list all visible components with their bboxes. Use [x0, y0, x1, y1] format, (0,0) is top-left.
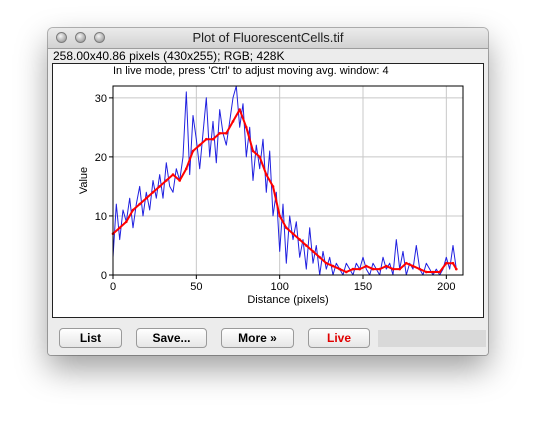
plot-ticks: 0 50 100 150 200 0 10 20 30 [95, 93, 456, 293]
list-button[interactable]: List [59, 328, 122, 348]
avg-series-point [198, 143, 201, 147]
avg-series-point [405, 261, 408, 265]
plot-frame [112, 85, 464, 276]
avg-series-point [285, 226, 288, 230]
avg-series-point [225, 132, 228, 135]
avg-series-point [345, 270, 348, 274]
avg-series-point [125, 220, 128, 224]
avg-series-point [391, 267, 395, 271]
x-tick-label: 150 [354, 281, 372, 293]
avg-series-point [245, 126, 248, 129]
avg-series-point [265, 173, 268, 176]
avg-series-point [158, 185, 161, 188]
minimize-window-button[interactable] [75, 32, 86, 43]
x-tick-label: 200 [437, 281, 455, 293]
plot-grid [113, 86, 463, 275]
avg-series-point [398, 267, 402, 271]
avg-series-point [351, 267, 355, 271]
plot-window: Plot of FluorescentCells.tif 258.00x40.8… [48, 28, 488, 355]
avg-series-point [258, 155, 261, 159]
avg-series-point [165, 179, 168, 182]
avg-series-point [338, 267, 342, 271]
avg-series-point [445, 261, 448, 265]
y-tick-label: 20 [95, 152, 107, 164]
y-tick-label: 30 [95, 93, 107, 105]
avg-series-point [171, 173, 175, 176]
more-button[interactable]: More » [221, 328, 294, 348]
live-button[interactable]: Live [308, 328, 370, 348]
avg-series-point [251, 149, 255, 153]
avg-series-point [425, 270, 428, 274]
profile-plot-svg: 0 50 100 150 200 0 10 20 30 Distance (pixels) Va… [78, 85, 464, 306]
avg-series-point [118, 226, 121, 230]
avg-series-point [455, 267, 458, 271]
status-bar [378, 330, 486, 347]
avg-series-point [411, 264, 415, 268]
title-bar[interactable]: Plot of FluorescentCells.tif [48, 28, 488, 49]
y-tick-label: 10 [95, 211, 107, 223]
y-tick-label: 0 [101, 270, 107, 282]
avg-series-point [218, 132, 221, 135]
avg-series-point [438, 270, 442, 274]
avg-series-point [305, 244, 308, 247]
avg-series-point [385, 264, 388, 268]
avg-series-point [378, 267, 382, 271]
y-axis-label: Value [78, 167, 90, 194]
avg-series-line [112, 108, 458, 273]
avg-series-point [191, 149, 195, 153]
x-tick-label: 100 [270, 281, 288, 293]
avg-series-point [211, 137, 215, 141]
avg-series-point [238, 108, 241, 111]
x-tick-label: 0 [110, 281, 116, 293]
avg-series-point [311, 250, 315, 253]
avg-series-point [138, 202, 141, 206]
window-title: Plot of FluorescentCells.tif [192, 30, 344, 45]
avg-series-point [178, 179, 181, 182]
avg-series-point [145, 196, 148, 200]
avg-series-point [271, 185, 275, 188]
window-content: 258.00x40.86 pixels (430x255); RGB; 428K… [48, 49, 488, 355]
avg-series-point [231, 120, 235, 123]
x-axis-label: Distance (pixels) [247, 294, 328, 306]
x-tick-label: 50 [190, 281, 202, 293]
avg-series-point [131, 208, 135, 212]
zoom-window-button[interactable] [94, 32, 105, 43]
raw-series-line [112, 85, 457, 276]
avg-series-point [318, 256, 322, 259]
avg-series-point [418, 267, 422, 271]
avg-series-point [371, 267, 375, 271]
avg-series-point [205, 137, 208, 141]
image-info-line: 258.00x40.86 pixels (430x255); RGB; 428K [53, 49, 285, 63]
avg-series-point [291, 232, 295, 235]
live-mode-hint: In live mode, press 'Ctrl' to adjust mov… [113, 65, 389, 77]
plot-series [111, 85, 458, 276]
avg-series-point [325, 261, 328, 265]
avg-series-point [365, 264, 368, 268]
avg-series-point [298, 238, 301, 241]
plot-canvas[interactable]: In live mode, press 'Ctrl' to adjust mov… [52, 63, 484, 318]
avg-series-point [358, 267, 362, 271]
avg-series-point [331, 264, 335, 268]
close-window-button[interactable] [56, 32, 67, 43]
avg-series-point [185, 167, 188, 170]
avg-series-point [451, 261, 455, 265]
avg-series-point [431, 270, 435, 274]
avg-series-point [151, 191, 155, 194]
avg-series-point [278, 214, 281, 218]
save-button[interactable]: Save... [136, 328, 207, 348]
